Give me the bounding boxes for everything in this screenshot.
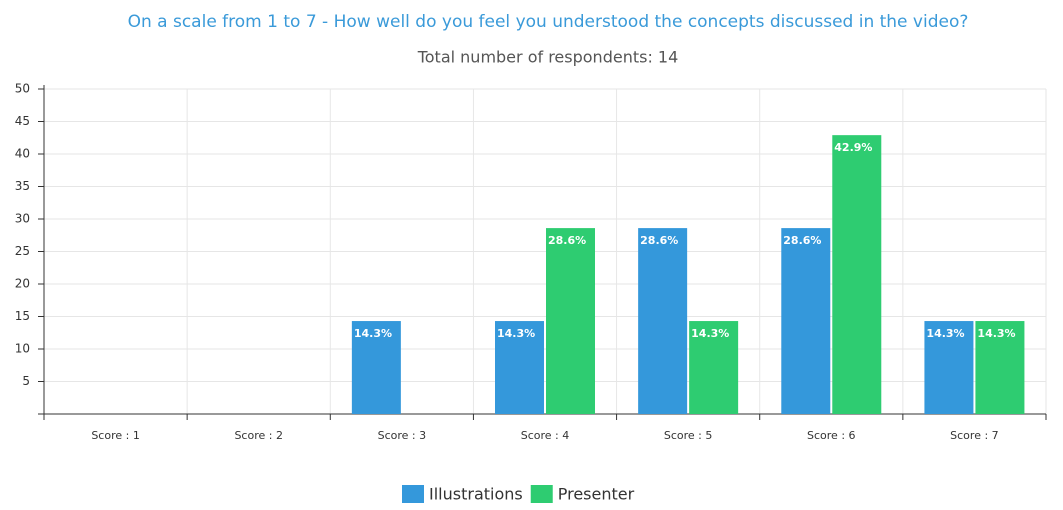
bar	[781, 228, 831, 414]
x-tick-label: Score : 6	[807, 429, 856, 442]
value-label: 14.3%	[691, 327, 729, 340]
bar	[832, 135, 882, 414]
bar	[351, 321, 401, 414]
x-tick-label: Score : 3	[378, 429, 427, 442]
chart-subtitle: Total number of respondents: 14	[417, 48, 679, 67]
x-tick-label: Score : 1	[91, 429, 140, 442]
bar	[638, 228, 688, 414]
y-tick-label: 25	[15, 244, 30, 258]
y-tick-label: 20	[15, 277, 30, 291]
bar	[975, 321, 1025, 414]
value-label: 28.6%	[783, 234, 821, 247]
y-tick-label: 30	[15, 212, 30, 226]
legend-label: Illustrations	[429, 485, 523, 504]
legend-swatch	[530, 485, 553, 503]
x-tick-label: Score : 5	[664, 429, 713, 442]
value-label: 14.3%	[497, 327, 535, 340]
value-label: 28.6%	[640, 234, 678, 247]
y-tick-label: 15	[15, 309, 30, 323]
bar	[495, 321, 544, 414]
bar	[924, 321, 974, 414]
y-tick-label: 50	[15, 82, 30, 96]
y-tick-label: 5	[22, 374, 30, 388]
x-tick-label: Score : 2	[234, 429, 283, 442]
y-tick-label: 40	[15, 147, 30, 161]
bar	[546, 228, 595, 414]
value-label: 14.3%	[926, 327, 964, 340]
legend-swatch	[402, 485, 424, 503]
y-tick-label: 45	[15, 114, 30, 128]
x-tick-label: Score : 7	[950, 429, 999, 442]
value-label: 28.6%	[548, 234, 586, 247]
value-label: 14.3%	[977, 327, 1015, 340]
y-tick-label: 10	[15, 342, 30, 356]
value-label: 42.9%	[834, 141, 872, 154]
y-tick-label: 35	[15, 179, 30, 193]
chart-title: On a scale from 1 to 7 - How well do you…	[128, 12, 969, 32]
x-tick-label: Score : 4	[521, 429, 570, 442]
bar	[689, 321, 739, 414]
value-label: 14.3%	[354, 327, 392, 340]
legend-label: Presenter	[558, 485, 635, 504]
